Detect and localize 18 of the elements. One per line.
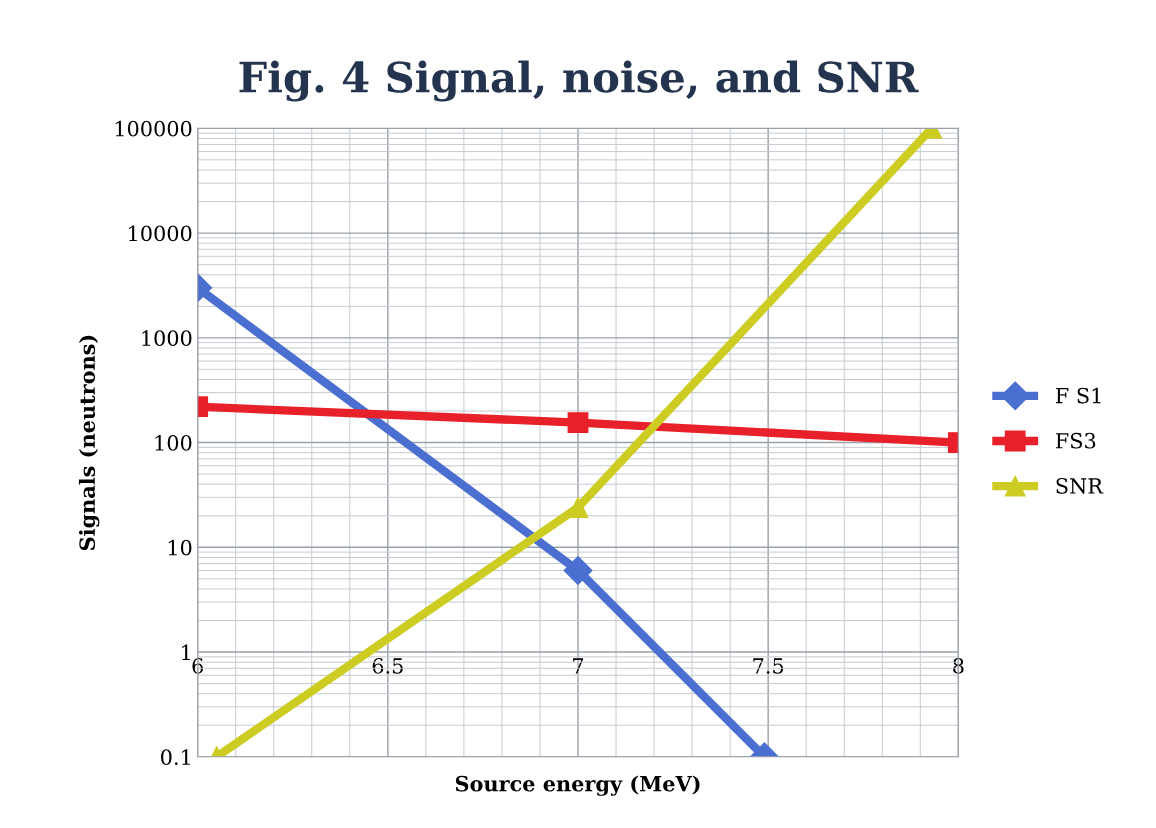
x-tick-label: 6.5 (372, 657, 403, 674)
y-axis-title: Signals (neutrons) (78, 335, 100, 551)
x-tick-label: 8 (953, 657, 964, 674)
legend-label: FS3 (1055, 432, 1096, 449)
y-tick-label: 1000 (142, 330, 192, 347)
x-tick-label: 7.5 (753, 658, 784, 674)
x-axis-title: Source energy (MeV) (455, 775, 700, 796)
y-tick-label: 100000 (115, 120, 192, 137)
y-tick-label: 10000 (129, 225, 192, 242)
legend-label: SNR (1056, 478, 1104, 494)
y-tick-label: 0.1 (161, 749, 190, 765)
x-tick-label: 7 (573, 658, 584, 674)
y-tick-label: 100 (155, 435, 192, 451)
y-tick-label: 1 (182, 644, 190, 660)
x-tick-label: 6 (192, 657, 203, 674)
y-tick-label: 10 (168, 539, 192, 556)
chart-title: Fig. 4 Signal, noise, and SNR (239, 60, 919, 102)
legend-label: F S1 (1055, 387, 1101, 404)
